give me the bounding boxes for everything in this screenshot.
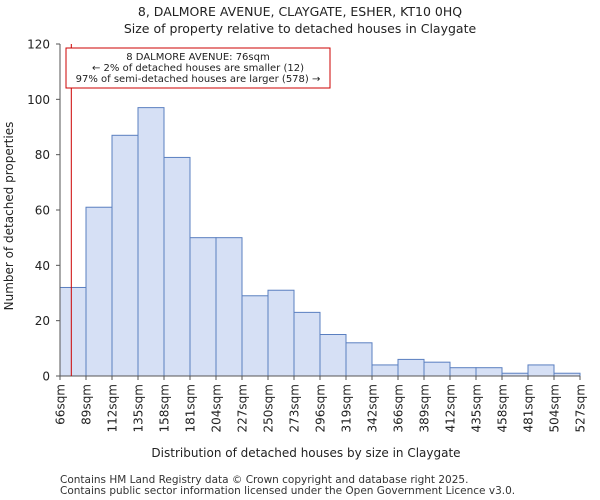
x-tick-label: 435sqm <box>470 384 484 432</box>
bar-66sqm <box>59 286 87 377</box>
y-tick-label: 100 <box>27 93 50 107</box>
y-tick-label: 0 <box>42 370 50 384</box>
x-tick-label: 250sqm <box>262 384 276 432</box>
x-tick-label: 458sqm <box>496 384 510 432</box>
y-tick-label: 60 <box>35 204 50 218</box>
bar-158sqm <box>163 156 191 377</box>
bar-412sqm <box>449 367 477 377</box>
bar-435sqm <box>475 367 503 377</box>
x-tick-label: 389sqm <box>418 384 432 432</box>
footer-copyright: Contains HM Land Registry data © Crown c… <box>60 474 469 486</box>
x-tick-label: 342sqm <box>366 384 380 432</box>
bar-481sqm <box>527 364 555 377</box>
x-tick-label: 181sqm <box>184 384 198 432</box>
x-tick-label: 319sqm <box>340 384 354 432</box>
x-axis-label: Distribution of detached houses by size … <box>151 446 460 460</box>
bar-319sqm <box>345 342 373 377</box>
y-axis-label: Number of detached properties <box>2 122 16 311</box>
x-tick-label: 412sqm <box>444 384 458 432</box>
x-tick-label: 227sqm <box>236 384 250 432</box>
x-tick-label: 504sqm <box>548 384 562 432</box>
x-tick-label: 204sqm <box>210 384 224 432</box>
y-tick-label: 20 <box>35 314 50 328</box>
x-tick-label: 66sqm <box>54 384 68 425</box>
bar-204sqm <box>215 237 243 377</box>
y-axis-ticks: 0 20 40 60 80 100 120 <box>27 38 60 384</box>
bar-366sqm <box>397 358 425 377</box>
footer-licence: Contains public sector information licen… <box>60 485 516 497</box>
y-tick-label: 40 <box>35 259 50 273</box>
x-tick-label: 273sqm <box>288 384 302 432</box>
x-axis-ticks: 66sqm 89sqm 112sqm 135sqm 158sqm 181sqm 204sqm… <box>54 376 588 432</box>
y-tick-label: 80 <box>35 148 50 162</box>
bar-89sqm <box>85 206 113 377</box>
x-tick-label: 366sqm <box>392 384 406 432</box>
chart-title: 8, DALMORE AVENUE, CLAYGATE, ESHER, KT10… <box>137 4 463 19</box>
x-tick-label: 527sqm <box>574 384 588 432</box>
bar-112sqm <box>111 134 139 377</box>
x-tick-label: 296sqm <box>314 384 328 432</box>
bar-296sqm <box>319 334 347 377</box>
annotation-line-3: 97% of semi-detached houses are larger (… <box>76 74 321 85</box>
annotation-border <box>65 47 331 89</box>
annotation-box: 8 DALMORE AVENUE: 76sqm ← 2% of detached… <box>65 47 331 89</box>
bar-273sqm <box>293 311 321 377</box>
y-tick-label: 120 <box>27 38 50 52</box>
bar-227sqm <box>241 295 269 377</box>
chart-subtitle: Size of property relative to detached ho… <box>123 21 477 36</box>
x-tick-label: 158sqm <box>158 384 172 432</box>
annotation-line-1: 8 DALMORE AVENUE: 76sqm <box>126 52 269 63</box>
bar-181sqm <box>189 237 217 377</box>
bar-135sqm <box>137 107 165 377</box>
x-tick-label: 481sqm <box>522 384 536 432</box>
bar-250sqm <box>267 289 295 377</box>
bars-group <box>59 107 581 377</box>
annotation-line-2: ← 2% of detached houses are smaller (12) <box>92 63 304 74</box>
bar-342sqm <box>371 364 399 377</box>
x-tick-label: 135sqm <box>132 384 146 432</box>
bar-389sqm <box>423 361 451 377</box>
x-tick-label: 112sqm <box>106 384 120 432</box>
x-tick-label: 89sqm <box>80 384 94 425</box>
